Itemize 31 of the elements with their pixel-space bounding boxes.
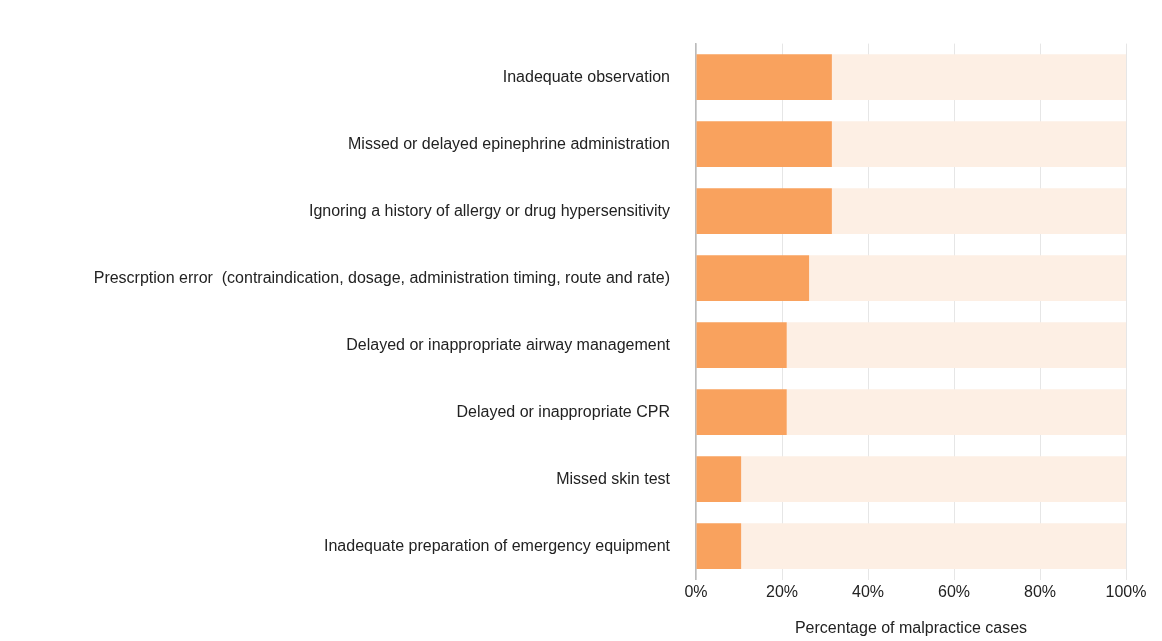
bar xyxy=(696,456,742,502)
bar xyxy=(696,523,742,569)
bar xyxy=(741,456,1126,502)
y-tick-label: Inadequate observation xyxy=(502,67,670,85)
y-tick-label: Delayed or inappropriate airway management xyxy=(346,335,671,353)
x-tick-label: 0% xyxy=(684,582,708,600)
x-tick-label: 80% xyxy=(1023,582,1057,600)
bar xyxy=(696,54,832,100)
bar xyxy=(696,255,810,301)
x-tick-label: 60% xyxy=(937,582,971,600)
bar xyxy=(831,121,1126,167)
y-tick-label: Prescrption error (contraindication, dosage, administration timing, route and rate) xyxy=(93,268,670,286)
bar xyxy=(696,121,832,167)
bar xyxy=(786,322,1126,368)
y-tick-label: Missed or delayed epinephrine administration xyxy=(348,134,670,152)
y-tick-label: Missed skin test xyxy=(556,469,671,487)
x-tick-label: 100% xyxy=(1105,582,1147,600)
bar xyxy=(696,322,787,368)
bar xyxy=(696,188,832,234)
x-tick-label: 40% xyxy=(851,582,885,600)
x-axis-title: Percentage of malpractice cases xyxy=(794,618,1028,636)
y-tick-label: Ignoring a history of allergy or drug hypersensitivity xyxy=(308,201,670,219)
x-tick-label: 20% xyxy=(765,582,799,600)
bar xyxy=(809,255,1126,301)
bar xyxy=(786,389,1126,435)
bar xyxy=(831,188,1126,234)
bar xyxy=(741,523,1126,569)
y-tick-label: Inadequate preparation of emergency equipment xyxy=(323,536,671,554)
y-tick-label: Delayed or inappropriate CPR xyxy=(456,402,670,420)
bar xyxy=(696,389,787,435)
bar xyxy=(831,54,1126,100)
